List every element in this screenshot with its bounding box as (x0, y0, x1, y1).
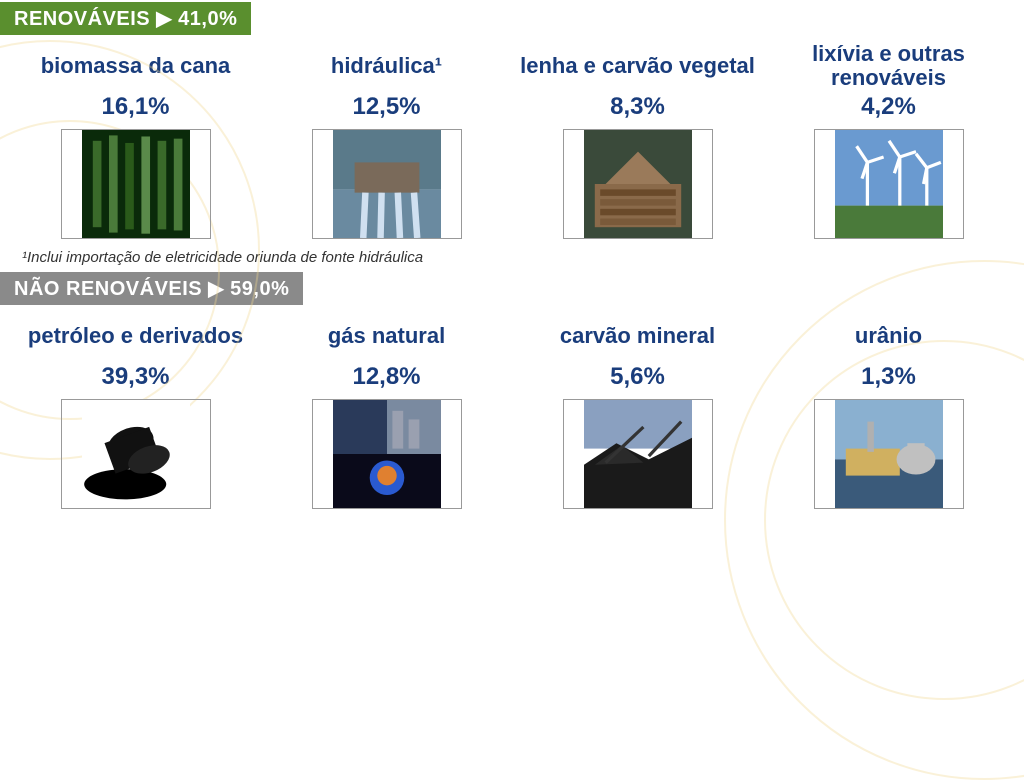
renewable-cell: lenha e carvão vegetal 8,3% (518, 41, 758, 239)
nuclear-icon (814, 399, 964, 509)
cell-pct: 12,8% (267, 363, 507, 391)
coal-icon (563, 399, 713, 509)
renewable-badge: RENOVÁVEIS ▶ 41,0% (0, 2, 251, 35)
cell-pct: 4,2% (769, 93, 1009, 121)
sugarcane-icon (61, 129, 211, 239)
gas-icon (312, 399, 462, 509)
dam-icon (312, 129, 462, 239)
cell-title: lixívia e outras renováveis (769, 41, 1009, 91)
firewood-icon (563, 129, 713, 239)
renewable-row: biomassa da cana 16,1% hidráulica¹ 12,5%… (0, 35, 1024, 239)
cell-title: hidráulica¹ (267, 41, 507, 91)
cell-pct: 5,6% (518, 363, 758, 391)
cell-title: lenha e carvão vegetal (518, 41, 758, 91)
cell-title: gás natural (267, 311, 507, 361)
cell-pct: 12,5% (267, 93, 507, 121)
wind-icon (814, 129, 964, 239)
nonrenewable-cell: carvão mineral 5,6% (518, 311, 758, 509)
cell-pct: 8,3% (518, 93, 758, 121)
renewable-cell: hidráulica¹ 12,5% (267, 41, 507, 239)
cell-title: carvão mineral (518, 311, 758, 361)
oil-icon (61, 399, 211, 509)
nonrenewable-cell: gás natural 12,8% (267, 311, 507, 509)
renewable-cell: lixívia e outras renováveis 4,2% (769, 41, 1009, 239)
